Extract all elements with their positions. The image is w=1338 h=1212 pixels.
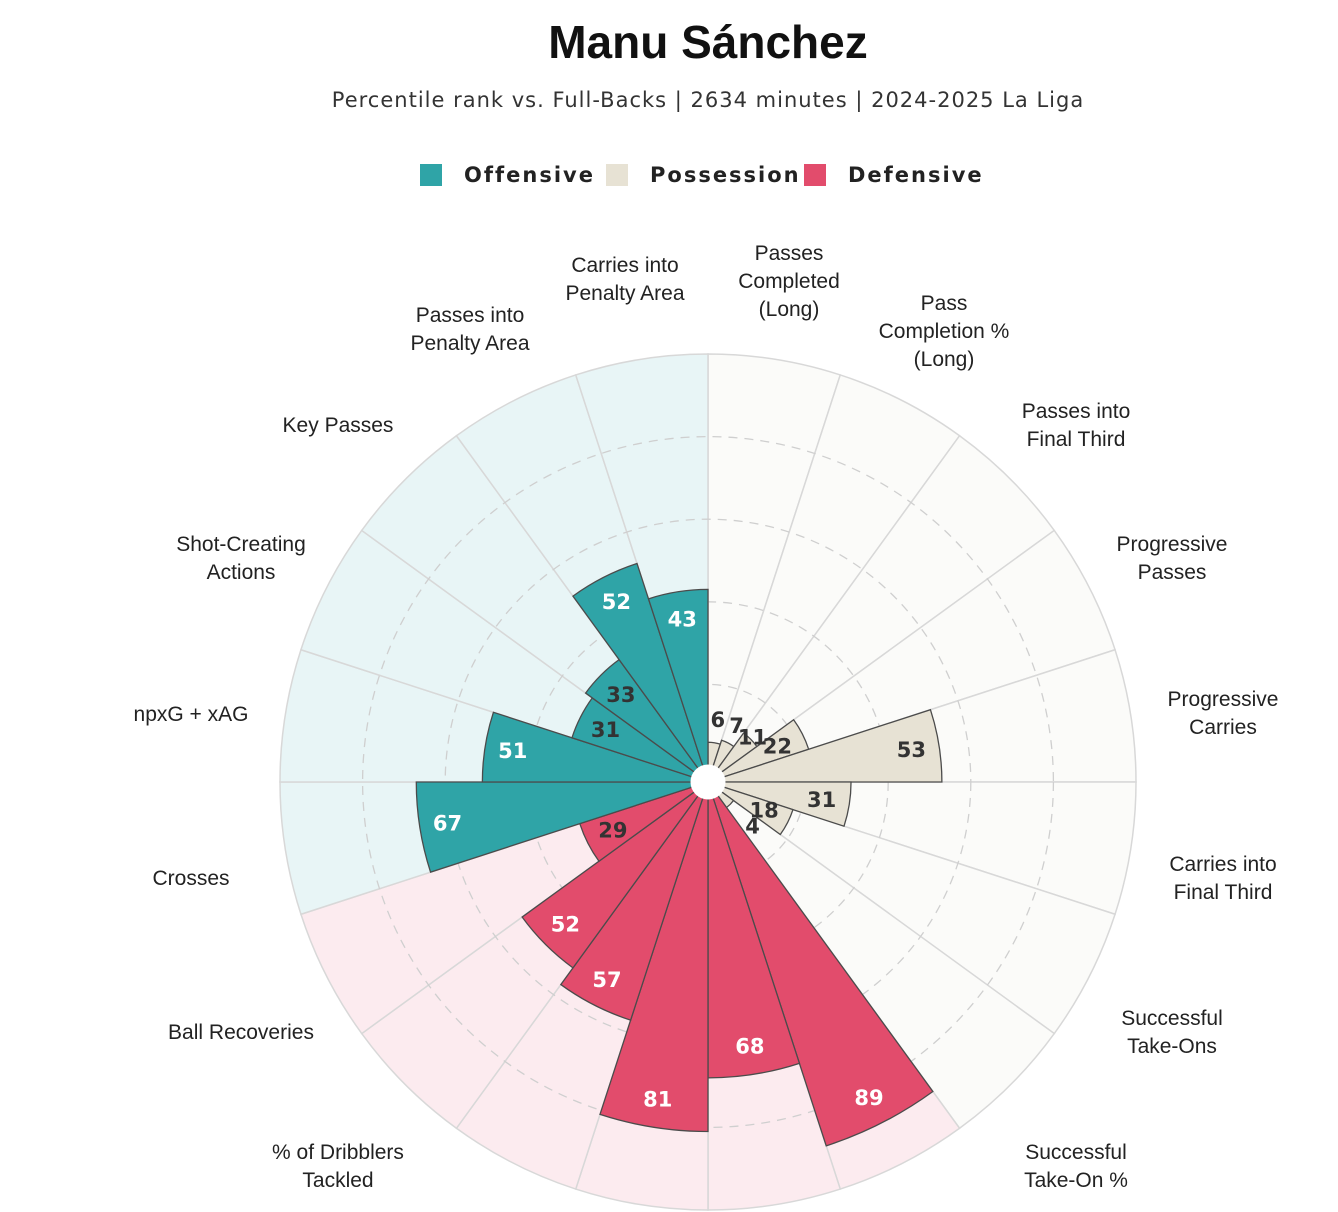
grid-ring [444,518,972,1046]
category-label-line: Carries into [571,254,678,277]
category-label-line: Ball Recoveries [168,1021,314,1044]
category-label-line: npxG + xAG [134,703,249,726]
category-label-line: Actions [207,561,276,584]
value-label: 18 [750,799,779,823]
value-label: 29 [598,818,627,842]
category-label-line: Passes [755,242,824,265]
value-label: 43 [668,607,697,631]
category-label-line: % of Dribblers [272,1141,404,1164]
category-label-line: Penalty Area [410,332,529,355]
category-label: Key Passes [283,414,394,437]
category-label-line: Progressive [1168,688,1279,711]
value-label: 6 [711,708,726,732]
category-label: Pass Completion % (Long) [879,292,1010,371]
legend-swatch-offensive [420,164,442,186]
value-label: 31 [807,788,836,812]
value-label: 31 [591,718,620,742]
value-label: 81 [643,1088,672,1112]
category-label-line: Key Passes [283,414,394,437]
category-label-line: Penalty Area [565,282,684,305]
category-label-line: Successful [1121,1007,1223,1030]
category-label-line: Successful [1025,1141,1127,1164]
category-label: Carries into Penalty Area [565,254,684,305]
value-label: 57 [592,968,621,992]
page-title: Manu Sánchez [548,16,868,68]
value-label: 7 [729,714,744,738]
value-label: 89 [854,1086,883,1110]
legend-swatch-defensive [804,164,826,186]
category-label: npxG + xAG [134,703,249,726]
legend-label-offensive: Offensive [464,163,595,187]
category-label-line: Passes into [416,304,525,327]
category-label-line: Progressive [1117,533,1228,556]
category-label: Successful Take-On % [1024,1141,1128,1192]
category-label: Shot-Creating Actions [176,533,306,584]
value-label: 4 [745,815,760,839]
center-hub [690,764,726,800]
value-label: 51 [498,739,527,763]
category-label-line: Take-Ons [1127,1035,1217,1058]
value-label: 52 [551,913,580,937]
category-label-line: (Long) [759,298,820,321]
value-label: 53 [897,738,926,762]
legend: Offensive Possession Defensive [420,163,984,187]
category-label: Successful Take-Ons [1121,1007,1223,1058]
value-label: 67 [433,811,462,835]
category-label-line: Take-On % [1024,1169,1128,1192]
category-labels: Passes Completed (Long) Pass Completion % (Lo… [134,242,1279,1192]
category-label-line: Completed [738,270,840,293]
category-label-line: Completion % [879,320,1010,343]
category-label-line: Carries into [1169,853,1276,876]
category-label-line: Pass [921,292,968,315]
category-label-line: (Long) [914,348,975,371]
bars [415,562,943,1147]
category-label: Passes Completed (Long) [738,242,840,321]
category-label: Progressive Passes [1117,533,1228,584]
value-label: 33 [606,683,635,707]
value-label: 11 [738,725,767,749]
value-label: 22 [763,735,792,759]
grid-ring [361,435,1055,1129]
category-label: Ball Recoveries [168,1021,314,1044]
category-label-line: Passes [1138,561,1207,584]
category-label-line: Passes into [1022,400,1131,423]
category-label: Progressive Carries [1168,688,1279,739]
category-label-line: Tackled [302,1169,373,1192]
category-label: % of Dribblers Tackled [272,1141,404,1192]
category-label-line: Crosses [152,867,229,890]
legend-swatch-possession [606,164,628,186]
category-label-line: Shot-Creating [176,533,306,556]
category-label: Carries into Final Third [1169,853,1276,904]
legend-label-defensive: Defensive [848,163,984,187]
value-label: 68 [735,1035,764,1059]
category-label: Crosses [152,867,229,890]
category-label: Passes into Final Third [1022,400,1131,451]
category-label-line: Final Third [1027,428,1126,451]
category-label: Passes into Penalty Area [410,304,529,355]
subtitle: Percentile rank vs. Full-Backs | 2634 mi… [332,88,1084,113]
category-label-line: Final Third [1174,881,1273,904]
category-label-line: Carries [1189,716,1257,739]
legend-label-possession: Possession [650,163,801,187]
value-label: 52 [602,590,631,614]
